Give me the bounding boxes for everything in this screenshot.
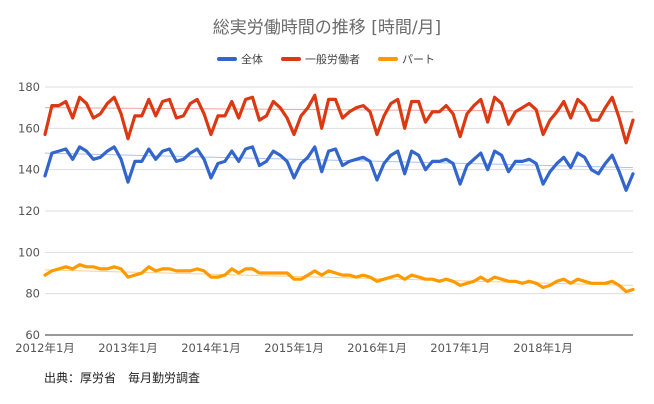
y-axis: 60 80 100 120 140 160 180: [18, 80, 40, 342]
trend-line: [44, 269, 634, 286]
y-tick-label: 120: [18, 204, 40, 218]
chart-legend: 全体 一般労働者 パート: [217, 52, 435, 66]
y-tick-label: 160: [18, 121, 40, 135]
x-tick-label: 2014年1月: [181, 341, 241, 355]
y-tick-label: 60: [25, 328, 40, 342]
y-tick-label: 180: [18, 80, 40, 94]
y-tick-label: 80: [25, 287, 40, 301]
legend-label: 全体: [241, 52, 263, 66]
x-tick-label: 2013年1月: [98, 341, 158, 355]
series-line: [43, 145, 635, 192]
x-tick-label: 2018年1月: [513, 341, 573, 355]
series-line: [43, 263, 635, 294]
x-axis: 2012年1月 2013年1月 2014年1月 2015年1月 2016年1月 2017年…: [15, 341, 573, 355]
x-tick-label: 2012年1月: [15, 341, 75, 355]
legend-label: 一般労働者: [305, 52, 360, 66]
legend-label: パート: [402, 53, 435, 66]
plot-area: [43, 93, 635, 294]
y-tick-label: 140: [18, 163, 40, 177]
chart-title: 総実労働時間の推移 [時間/月]: [213, 18, 441, 38]
y-tick-label: 100: [18, 245, 40, 259]
series-line: [43, 93, 635, 145]
source-note: 出典：厚労省 毎月勤労調査: [44, 371, 201, 385]
x-tick-label: 2016年1月: [347, 341, 407, 355]
x-tick-label: 2015年1月: [264, 341, 324, 355]
x-tick-label: 2017年1月: [430, 341, 490, 355]
gridlines: [45, 86, 633, 336]
